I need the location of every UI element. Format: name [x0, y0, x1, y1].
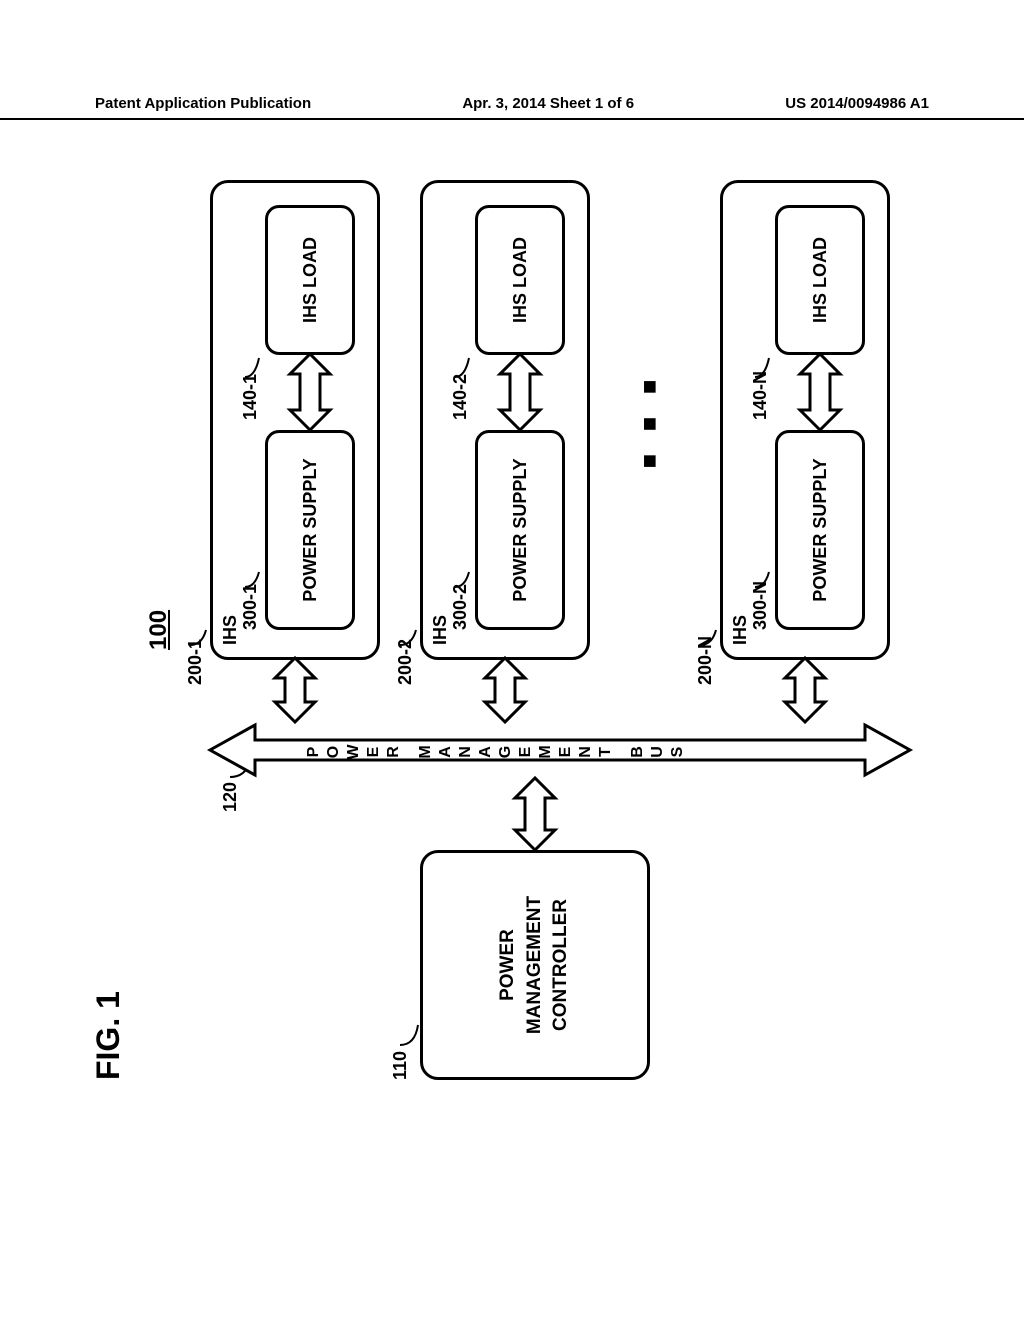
system-ref: 100	[145, 610, 173, 650]
figure-label: FIG. 1	[90, 991, 127, 1080]
leader-140-n	[755, 350, 777, 380]
leader-300-1	[245, 565, 267, 590]
arrow-bus-ihs-1	[270, 658, 320, 722]
power-supply-box-1: POWER SUPPLY	[265, 430, 355, 630]
ihs-load-ref-1: 140-1	[240, 374, 261, 420]
leader-140-1	[245, 350, 267, 380]
power-supply-ref-1: 300-1	[240, 584, 261, 630]
controller-text: POWER MANAGEMENT CONTROLLER	[495, 896, 575, 1034]
arrow-controller-bus	[510, 778, 560, 850]
ihs-load-text-1: IHS LOAD	[300, 237, 321, 323]
ihs-load-box-2: IHS LOAD	[475, 205, 565, 355]
page-header: Patent Application Publication Apr. 3, 2…	[0, 95, 1024, 120]
ihs-label-1: IHS	[220, 615, 241, 645]
ihs-load-text-2: IHS LOAD	[510, 237, 531, 323]
arrow-ps-load-2	[495, 354, 545, 430]
arrow-ps-load-n	[795, 354, 845, 430]
ellipsis: ■ ■ ■	[620, 360, 680, 480]
page: Patent Application Publication Apr. 3, 2…	[0, 0, 1024, 1320]
header-left: Patent Application Publication	[95, 95, 311, 112]
leader-300-n	[755, 565, 777, 590]
arrow-bus-ihs-n	[780, 658, 830, 722]
leader-140-2	[455, 350, 477, 380]
power-supply-text-n: POWER SUPPLY	[810, 458, 831, 601]
header-right: US 2014/0094986 A1	[785, 95, 929, 112]
ihs-label-2: IHS	[430, 615, 451, 645]
leader-200-2	[400, 620, 425, 650]
bus-ref: 120	[220, 782, 241, 812]
ihs-load-box-n: IHS LOAD	[775, 205, 865, 355]
power-supply-text-1: POWER SUPPLY	[300, 458, 321, 601]
leader-line-110	[400, 1010, 425, 1050]
ihs-label-n: IHS	[730, 615, 751, 645]
ihs-load-text-n: IHS LOAD	[810, 237, 831, 323]
arrow-ps-load-1	[285, 354, 335, 430]
arrow-bus-ihs-2	[480, 658, 530, 722]
leader-200-1	[190, 620, 215, 650]
bus-text: POWER MANAGEMENT BUS	[305, 720, 687, 780]
rotated-figure: FIG. 1 100 POWER MANAGEMENT CONTROLLER 1…	[90, 180, 934, 1080]
ihs-load-box-1: IHS LOAD	[265, 205, 355, 355]
leader-300-2	[455, 565, 477, 590]
ihs-load-ref-2: 140-2	[450, 374, 471, 420]
power-supply-box-2: POWER SUPPLY	[475, 430, 565, 630]
power-supply-box-n: POWER SUPPLY	[775, 430, 865, 630]
leader-200-n	[700, 620, 725, 650]
power-supply-text-2: POWER SUPPLY	[510, 458, 531, 601]
header-center: Apr. 3, 2014 Sheet 1 of 6	[462, 95, 634, 112]
controller-box: POWER MANAGEMENT CONTROLLER	[420, 850, 650, 1080]
power-supply-ref-2: 300-2	[450, 584, 471, 630]
controller-ref: 110	[390, 1051, 411, 1080]
diagram: FIG. 1 100 POWER MANAGEMENT CONTROLLER 1…	[90, 180, 934, 1080]
